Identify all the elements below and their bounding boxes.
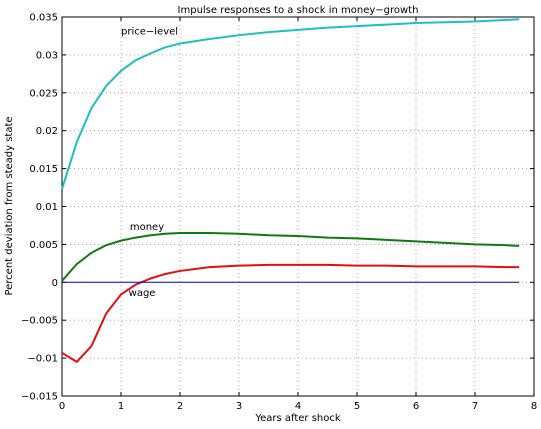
series-label: price−level <box>121 26 178 37</box>
series-lines <box>61 18 520 363</box>
series-line-money <box>61 232 520 282</box>
series-line-price-level <box>61 18 520 190</box>
series-annotations: price−level money wage <box>121 26 178 299</box>
x-tick-label: 5 <box>354 401 360 412</box>
y-axis-label: Percent deviation from steady state <box>4 116 15 295</box>
y-tick-label: −0.01 <box>27 354 58 365</box>
x-tick-label: 7 <box>472 401 478 412</box>
y-tick-label: 0 <box>52 278 58 289</box>
y-tick-label: 0.01 <box>36 202 58 213</box>
series-label: wage <box>129 288 156 299</box>
chart-title: Impulse responses to a shock in money−gr… <box>178 5 419 16</box>
y-tick-label: 0.02 <box>36 126 58 137</box>
y-tick-label: −0.005 <box>21 316 58 327</box>
x-tick-label: 4 <box>295 401 301 412</box>
y-tick-label: 0.015 <box>29 164 58 175</box>
x-tick-label: 3 <box>236 401 242 412</box>
y-tick-label: −0.015 <box>21 392 58 403</box>
x-tick-label: 0 <box>59 401 65 412</box>
y-tick-label: 0.035 <box>29 13 58 24</box>
x-tick-label: 1 <box>118 401 124 412</box>
grid <box>62 17 534 396</box>
series-line-wage <box>61 263 520 363</box>
x-tick-label: 6 <box>413 401 419 412</box>
series-label: money <box>130 222 164 233</box>
y-tick-label: 0.005 <box>29 240 58 251</box>
y-tick-label: 0.03 <box>36 50 58 61</box>
x-tick-label: 2 <box>177 401 183 412</box>
x-axis-label: Years after shock <box>254 413 341 424</box>
y-tick-label: 0.025 <box>29 88 58 99</box>
x-tick-label: 8 <box>531 401 537 412</box>
axis-ticks: 0 1 2 3 4 5 6 7 8 −0.015 −0.01 −0.005 0 0.005 0.01 0.01… <box>21 13 537 413</box>
